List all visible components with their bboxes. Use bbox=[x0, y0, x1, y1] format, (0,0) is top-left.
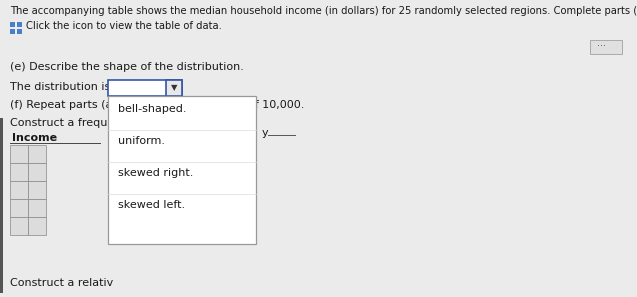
Bar bbox=[17, 22, 22, 27]
Text: bell-shaped.: bell-shaped. bbox=[118, 104, 187, 114]
Text: skewed right.: skewed right. bbox=[118, 168, 194, 178]
Bar bbox=[10, 199, 28, 217]
Bar bbox=[108, 96, 256, 244]
Bar bbox=[590, 40, 622, 54]
Text: The distribution is: The distribution is bbox=[10, 82, 110, 92]
Bar bbox=[10, 181, 28, 199]
Bar bbox=[0, 118, 3, 293]
Bar bbox=[10, 22, 15, 27]
Bar bbox=[10, 29, 15, 34]
Bar bbox=[28, 163, 46, 181]
Bar bbox=[108, 80, 182, 96]
Text: The accompanying table shows the median household income (in dollars) for 25 ran: The accompanying table shows the median … bbox=[10, 6, 637, 16]
Text: uniform.: uniform. bbox=[118, 136, 165, 146]
Text: (f) Repeat parts (a: (f) Repeat parts (a bbox=[10, 100, 112, 110]
Text: ▼: ▼ bbox=[171, 83, 178, 92]
Text: Click the icon to view the table of data.: Click the icon to view the table of data… bbox=[26, 21, 222, 31]
Text: of 10,000.: of 10,000. bbox=[248, 100, 304, 110]
Text: skewed left.: skewed left. bbox=[118, 200, 185, 210]
Bar bbox=[10, 163, 28, 181]
Bar bbox=[28, 145, 46, 163]
Bar bbox=[10, 217, 28, 235]
Bar bbox=[10, 145, 28, 163]
Bar bbox=[166, 80, 182, 96]
Bar bbox=[17, 29, 22, 34]
Bar bbox=[28, 199, 46, 217]
Text: y: y bbox=[262, 128, 269, 138]
Bar bbox=[28, 217, 46, 235]
Text: Income: Income bbox=[13, 133, 57, 143]
Text: Construct a relativ: Construct a relativ bbox=[10, 278, 113, 288]
Text: ···: ··· bbox=[597, 41, 606, 51]
Bar bbox=[28, 181, 46, 199]
Text: (e) Describe the shape of the distribution.: (e) Describe the shape of the distributi… bbox=[10, 62, 244, 72]
Text: Construct a freque: Construct a freque bbox=[10, 118, 114, 128]
